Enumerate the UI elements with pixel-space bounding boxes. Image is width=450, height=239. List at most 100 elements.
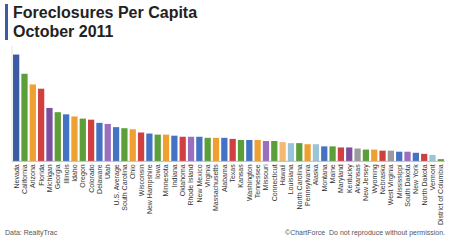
x-tick-label: Wisconsin [138,164,145,196]
x-tick-label: New Hampshire [146,164,154,214]
x-tick-label: Kentucky [346,164,354,193]
x-tick-label: Hawaii [279,164,286,185]
x-tick-label: Montana [321,164,328,191]
bar [163,135,169,162]
bar [296,143,302,161]
bar [371,150,377,162]
bar [71,116,77,161]
x-tick-labels: NevadaCaliforniaArizonaFloridaMichiganGe… [13,164,445,225]
x-tick-label: U.S. Average [113,164,121,205]
x-tick-label: Indiana [171,164,178,187]
bar [288,143,294,161]
bar [379,151,385,162]
x-tick-label: North Dakota [421,164,428,205]
bar [396,152,402,162]
bar [421,154,427,161]
bar [263,141,269,161]
bar [321,146,327,161]
bar [346,147,352,161]
bar [188,137,194,162]
x-tick-label: Utah [104,164,111,179]
x-tick-label: West Virginia [387,164,395,205]
bar [146,134,152,162]
title: Foreclosures Per Capita [13,4,197,21]
bar [46,108,52,161]
bar [404,152,410,162]
x-tick-label: North Carolina [296,164,303,209]
x-tick-label: Minnesota [162,164,169,196]
x-tick-label: Missouri [262,164,269,191]
x-tick-label: New Mexico [196,164,203,202]
chart: Foreclosures Per Capita October 2011 Data:… [0,0,450,239]
bar [221,138,227,161]
bar [246,140,252,161]
bar [238,140,244,161]
bar [363,150,369,162]
x-tick-label: Massachusetts [212,164,219,211]
x-tick-label: South Dakota [404,164,411,207]
x-tick-label: Alaska [312,164,319,185]
bars [13,55,444,162]
x-tick-label: Connecticut [271,164,278,201]
bar [155,135,161,162]
x-tick-label: Florida [38,164,45,186]
x-tick-label: Maine [329,164,336,183]
bar [213,138,219,161]
x-tick-label: Texas [229,164,236,183]
x-tick-label: Michigan [46,164,54,192]
x-tick-label: Colorado [88,164,95,193]
bar [138,132,144,161]
x-tick-label: Nevada [13,164,20,188]
bar [121,128,127,161]
x-tick-label: Tennessee [254,164,261,198]
footnote: Data: RealtyTrac [5,229,58,237]
x-tick-label: Arkansas [354,164,361,194]
bar [338,147,344,161]
x-tick-label: Vermont [429,164,436,190]
bar [429,155,435,161]
x-tick-label: Oregon [79,164,87,187]
bar [313,144,319,161]
bar [413,153,419,162]
x-tick-label: Kansas [237,164,244,188]
x-tick-label: Illinois [63,164,70,184]
y-axis-line [12,46,13,161]
x-tick-label: Maryland [337,164,345,193]
bar [105,124,111,161]
bar [13,55,19,162]
bar [230,139,236,161]
x-tick-label: Wyoming [371,164,379,193]
footnote: ©ChartForce Do not reproduce without per… [285,229,445,237]
subtitle: October 2011 [13,23,114,40]
bar [63,114,69,161]
bar [30,84,36,161]
x-tick-label: Mississippi [396,164,404,198]
x-tick-label: New Jersey [362,164,370,201]
bar [96,123,102,161]
x-tick-label: Rhode Island [187,164,194,205]
x-tick-label: Delaware [96,164,103,194]
bar [113,127,119,161]
bar [55,112,61,161]
x-tick-label: Georgia [54,164,62,189]
bar [255,140,261,161]
x-tick-label: Washington [246,164,254,201]
x-tick-label: Virginia [204,164,212,187]
bar [180,137,186,162]
bar [304,144,310,161]
bar [329,146,335,161]
bar [196,137,202,162]
bar [354,149,360,162]
x-tick-label: New York [412,164,419,194]
bar [80,119,86,162]
x-tick-label: Iowa [154,164,161,179]
bar [271,141,277,161]
x-axis-line [12,161,445,162]
bar [21,74,27,162]
x-tick-label: Alabama [221,164,228,192]
title-accent [5,4,8,40]
x-tick-label: Nebraska [379,164,386,194]
bar [130,129,136,161]
x-tick-label: Louisiana [287,164,294,194]
x-tick-label: California [21,164,28,194]
